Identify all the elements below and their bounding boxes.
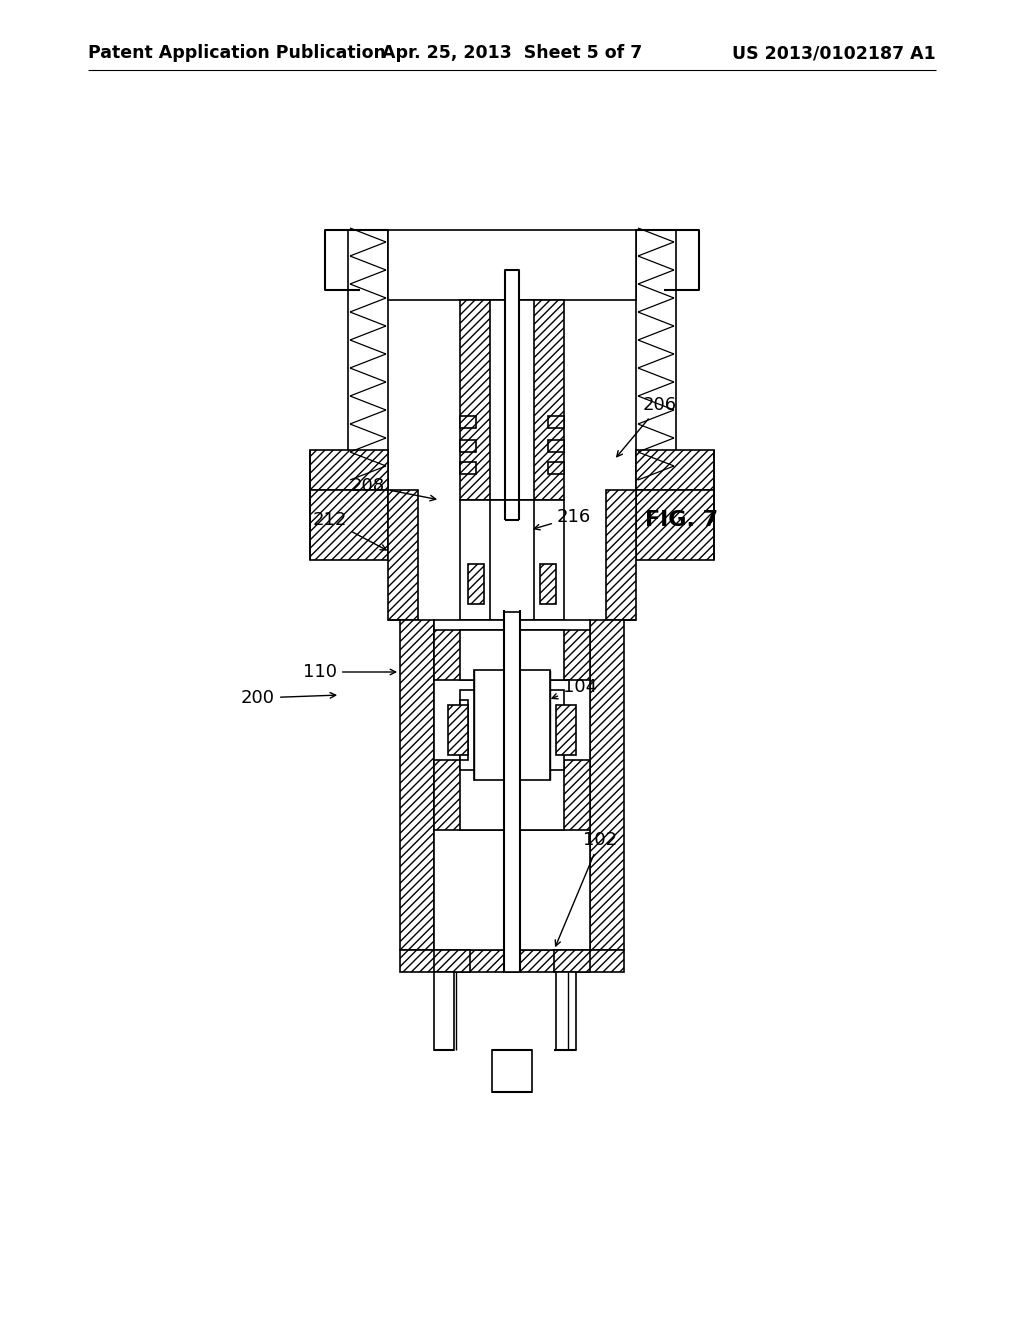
Bar bbox=[460, 462, 476, 474]
Polygon shape bbox=[636, 230, 699, 290]
Bar bbox=[606, 490, 636, 620]
Bar bbox=[434, 950, 470, 972]
Bar bbox=[556, 972, 575, 1049]
Bar bbox=[540, 564, 556, 605]
Bar bbox=[636, 230, 676, 490]
Text: FIG. 7: FIG. 7 bbox=[645, 510, 718, 531]
Polygon shape bbox=[460, 700, 468, 760]
Bar bbox=[548, 440, 564, 451]
Polygon shape bbox=[548, 690, 564, 770]
Bar bbox=[460, 416, 476, 428]
Bar bbox=[492, 1049, 532, 1092]
Text: 206: 206 bbox=[616, 396, 677, 457]
Bar bbox=[548, 462, 564, 474]
Bar bbox=[400, 620, 434, 950]
Text: 200: 200 bbox=[241, 689, 336, 708]
Text: Patent Application Publication: Patent Application Publication bbox=[88, 44, 386, 62]
Bar bbox=[460, 440, 476, 451]
Bar bbox=[434, 760, 590, 830]
Bar bbox=[636, 490, 714, 560]
Bar bbox=[490, 300, 534, 500]
Bar bbox=[310, 490, 388, 560]
Bar bbox=[348, 230, 388, 490]
Text: 212: 212 bbox=[312, 511, 386, 550]
Text: 216: 216 bbox=[535, 508, 591, 529]
Bar bbox=[590, 620, 624, 950]
Bar bbox=[468, 564, 484, 605]
Bar bbox=[434, 620, 590, 950]
Bar bbox=[548, 416, 564, 428]
Bar bbox=[556, 705, 575, 755]
Bar bbox=[400, 950, 624, 972]
Bar bbox=[504, 612, 520, 972]
Text: 102: 102 bbox=[555, 832, 617, 946]
Text: 208: 208 bbox=[351, 477, 436, 500]
Bar bbox=[474, 671, 550, 780]
Bar bbox=[434, 972, 454, 1049]
Text: 104: 104 bbox=[552, 678, 597, 698]
Bar bbox=[460, 760, 564, 830]
Text: Apr. 25, 2013  Sheet 5 of 7: Apr. 25, 2013 Sheet 5 of 7 bbox=[382, 44, 642, 62]
Bar bbox=[388, 230, 636, 300]
Bar bbox=[449, 705, 468, 755]
Polygon shape bbox=[460, 690, 476, 770]
Bar bbox=[460, 630, 564, 680]
Bar bbox=[310, 450, 388, 490]
Bar bbox=[460, 300, 564, 500]
Polygon shape bbox=[325, 230, 388, 290]
Bar bbox=[434, 630, 590, 680]
Text: US 2013/0102187 A1: US 2013/0102187 A1 bbox=[732, 44, 936, 62]
Text: 110: 110 bbox=[303, 663, 395, 681]
Bar bbox=[388, 490, 418, 620]
Bar bbox=[505, 271, 519, 520]
Bar bbox=[460, 500, 564, 620]
Bar bbox=[636, 450, 714, 490]
Bar bbox=[554, 950, 590, 972]
Bar bbox=[490, 500, 534, 620]
